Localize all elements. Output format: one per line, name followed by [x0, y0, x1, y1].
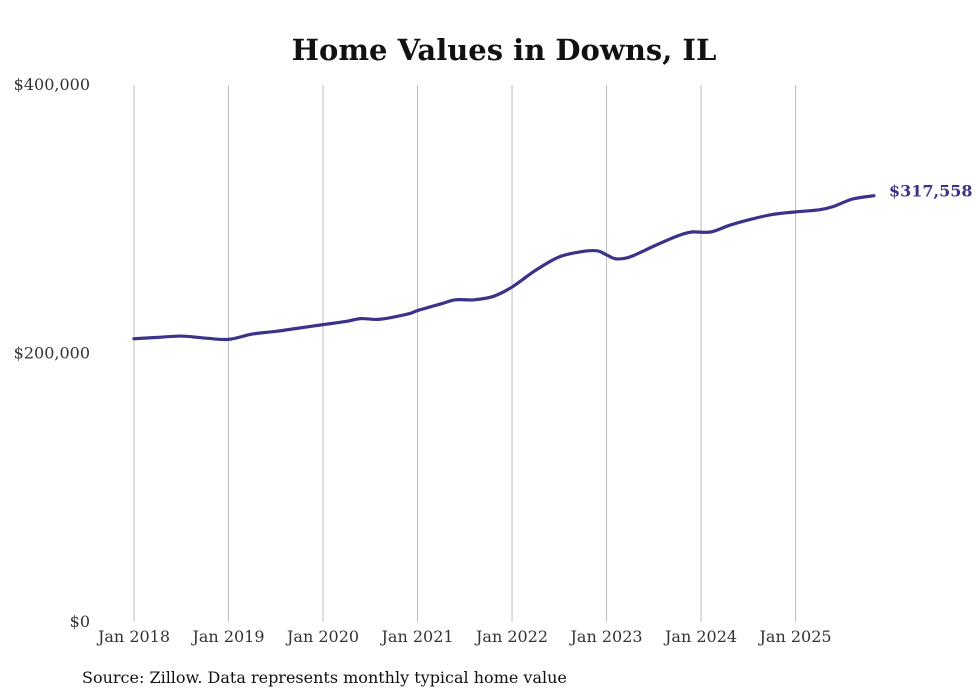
x-tick-label: Jan 2022 [474, 627, 548, 646]
line-chart: Home Values in Downs, IL $0 $200,000 $400,… [14, 33, 973, 646]
x-tick-label: Jan 2020 [285, 627, 359, 646]
series-layer [132, 194, 876, 342]
y-axis-ticks: $0 $200,000 $400,000 [14, 75, 90, 631]
series-line-0 [132, 194, 876, 342]
chart-title: Home Values in Downs, IL [292, 33, 717, 67]
y-tick-label: $0 [70, 612, 90, 631]
x-tick-label: Jan 2018 [96, 627, 170, 646]
x-tick-label: Jan 2023 [569, 627, 643, 646]
x-tick-label: Jan 2025 [758, 627, 832, 646]
end-value-label: $317,558 [889, 182, 973, 201]
y-tick-label: $400,000 [14, 75, 90, 94]
gridlines [133, 85, 797, 622]
source-note: Source: Zillow. Data represents monthly … [82, 668, 567, 687]
x-tick-label: Jan 2024 [663, 627, 737, 646]
x-tick-label: Jan 2021 [379, 627, 453, 646]
x-axis-ticks: Jan 2018 Jan 2019 Jan 2020 Jan 2021 Jan 2022… [96, 627, 832, 646]
x-tick-label: Jan 2019 [190, 627, 264, 646]
y-tick-label: $200,000 [14, 344, 90, 363]
